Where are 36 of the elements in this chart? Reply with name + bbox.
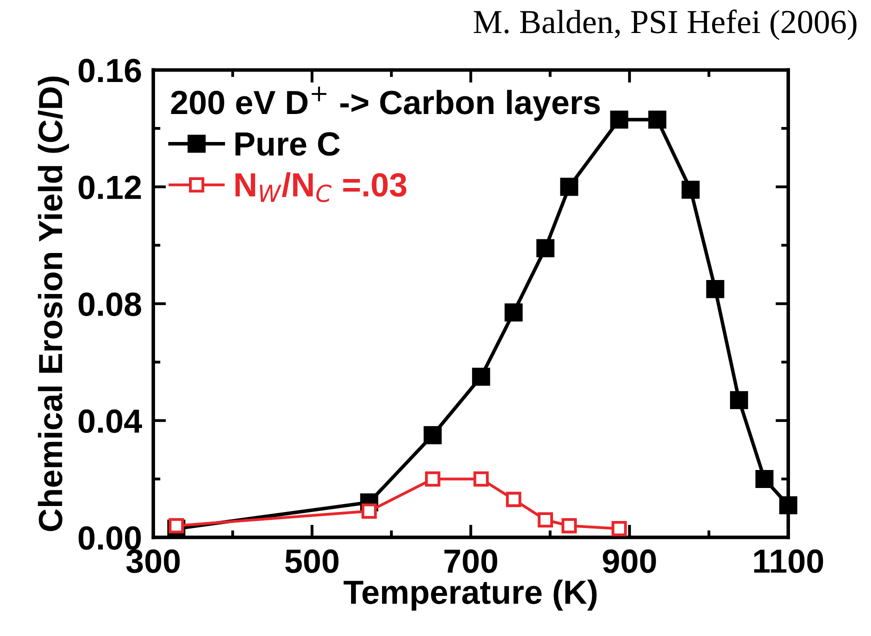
point: [730, 391, 748, 410]
point: [562, 518, 577, 534]
x-tick-label: 300: [126, 549, 180, 574]
point: [779, 496, 798, 514]
x-tick-label: 900: [602, 549, 656, 574]
y-tick-label: 0.04: [78, 409, 142, 433]
x-axis-title: Temperature (K): [344, 580, 597, 611]
point: [504, 303, 523, 322]
legend-title: 200 eV D$^{+}$ -> Carbon layers: [171, 86, 600, 121]
legend-label: N$_{W}$/N$_{C}$ =.03: [236, 172, 406, 202]
point: [472, 368, 490, 386]
y-tick-label: 0.08: [78, 292, 142, 316]
x-tick-label: 500: [285, 549, 338, 574]
point: [506, 492, 522, 508]
point: [362, 503, 377, 519]
legend-label: Pure C: [236, 132, 340, 156]
point: [682, 180, 700, 199]
point: [425, 471, 440, 487]
point: [648, 110, 666, 129]
point: [168, 518, 184, 534]
point: [473, 471, 489, 487]
point: [536, 239, 554, 258]
point: [538, 512, 554, 528]
chart-title: M. Balden, PSI Hefei (2006): [474, 10, 856, 40]
point: [706, 280, 724, 298]
point: [560, 178, 578, 196]
y-tick-label: 0.12: [78, 176, 141, 200]
point: [612, 521, 627, 536]
point: [755, 470, 774, 488]
y-tick-label: 0.16: [78, 58, 141, 82]
x-tick-label: 1100: [754, 549, 824, 574]
point: [424, 426, 442, 444]
point: [610, 110, 628, 129]
y-tick-label: 0.00: [78, 526, 141, 550]
x-tick-label: 700: [444, 549, 498, 574]
y-axis-title: Chemical Erosion Yield (C/D): [38, 76, 69, 532]
